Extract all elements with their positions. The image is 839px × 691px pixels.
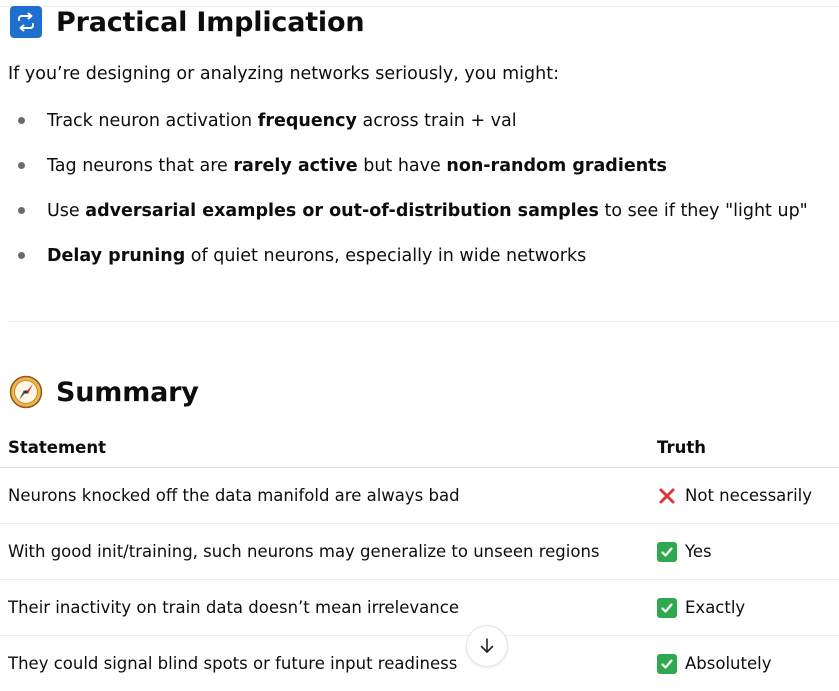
bullet-item: Delay pruning of quiet neurons, especial… [0,233,839,278]
check-icon [657,598,677,618]
bullet-bold-text: frequency [258,111,357,131]
truth-cell: Absolutely [649,636,839,691]
statement-cell: Their inactivity on train data doesn’t m… [0,580,649,636]
bullet-dot [18,252,25,259]
bullet-text: but have [358,156,447,176]
bullet-dot [18,162,25,169]
bullet-dot [18,207,25,214]
bullet-bold-text: adversarial examples or out-of-distribut… [85,201,599,221]
statement-cell: They could signal blind spots or future … [0,636,649,691]
statement-cell: With good init/training, such neurons ma… [0,524,649,580]
bullet-text: Use [47,201,85,221]
column-header-truth: Truth [649,427,839,468]
summary-table: Statement Truth Neurons knocked off the … [0,427,839,691]
truth-label: Absolutely [685,654,771,673]
bullet-text: Track neuron activation [47,111,258,131]
bullet-bold-text: Delay pruning [47,246,185,266]
cross-icon [657,486,677,506]
table-row: With good init/training, such neurons ma… [0,524,839,580]
bullet-item: Track neuron activation frequency across… [0,98,839,143]
bullet-text: Tag neurons that are [47,156,233,176]
table-row: They could signal blind spots or future … [0,636,839,691]
bullet-list: Track neuron activation frequency across… [0,98,839,278]
truth-cell: Yes [649,524,839,580]
check-icon [657,542,677,562]
repeat-icon [8,4,44,40]
scroll-down-button[interactable] [466,625,508,667]
truth-cell: Not necessarily [649,468,839,524]
truth-label: Not necessarily [685,486,812,505]
bullet-item: Tag neurons that are rarely active but h… [0,143,839,188]
compass-icon [8,374,44,410]
bullet-bold-text: non-random gradients [446,156,667,176]
section-title: Summary [56,377,199,408]
truth-label: Exactly [685,598,745,617]
bullet-text: of quiet neurons, especially in wide net… [185,246,586,266]
section-title: Practical Implication [56,7,364,38]
column-header-statement: Statement [0,427,649,468]
practical-implication-heading: Practical Implication [8,4,364,40]
bullet-text: across train + val [357,111,517,131]
table-row: Their inactivity on train data doesn’t m… [0,580,839,636]
section-divider [8,321,839,322]
statement-cell: Neurons knocked off the data manifold ar… [0,468,649,524]
check-icon [657,654,677,674]
arrow-down-icon [477,636,497,656]
bullet-text: to see if they "light up" [599,201,808,221]
bullet-item: Use adversarial examples or out-of-distr… [0,188,839,233]
bullet-dot [18,117,25,124]
bullet-bold-text: rarely active [233,156,357,176]
summary-heading: Summary [8,374,199,410]
table-row: Neurons knocked off the data manifold ar… [0,468,839,524]
truth-label: Yes [685,542,712,561]
intro-text: If you’re designing or analyzing network… [8,64,559,84]
truth-cell: Exactly [649,580,839,636]
table-header-row: Statement Truth [0,427,839,468]
